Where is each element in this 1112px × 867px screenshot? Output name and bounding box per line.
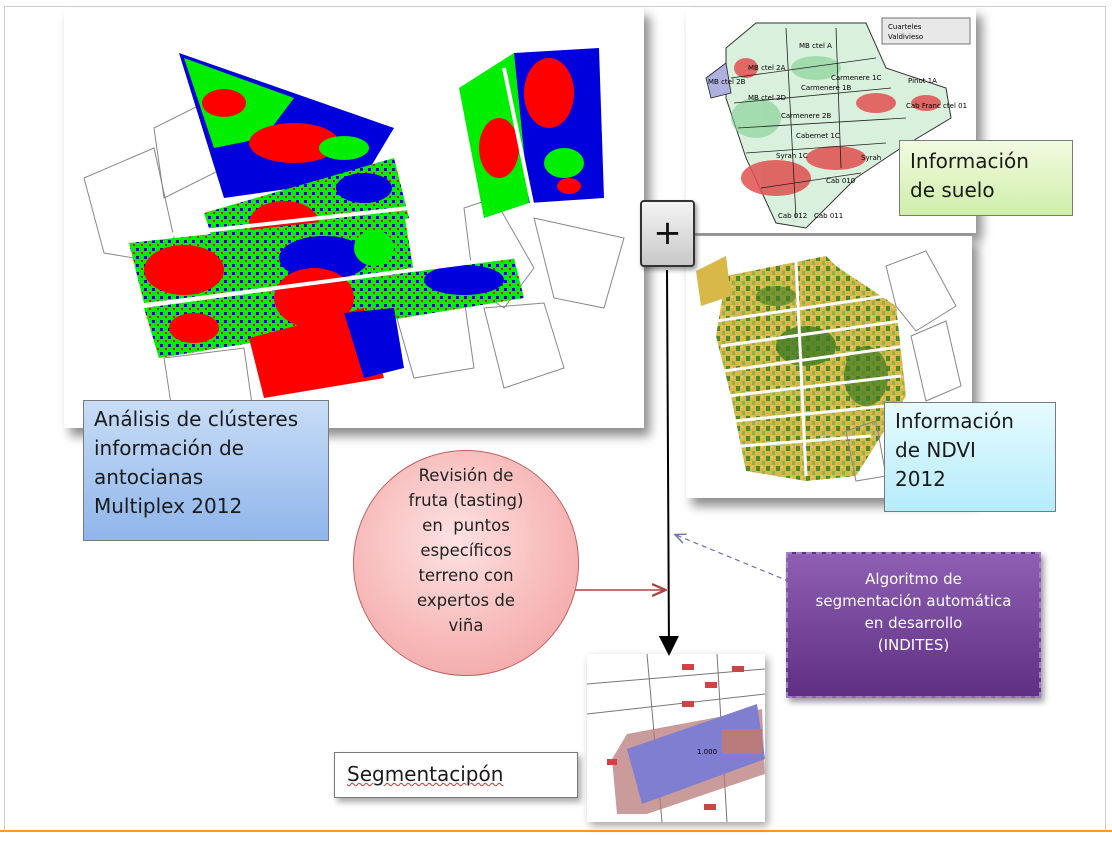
cluster-label-line: antocianas xyxy=(94,465,204,489)
soil-block-label: MB ctel A xyxy=(799,42,832,50)
soil-block-label: Cab 010 xyxy=(826,177,855,185)
soil-legend-line-2: Valdivieso xyxy=(888,33,923,41)
soil-block-label: MB ctel 2D xyxy=(748,94,786,102)
tasting-line: fruta (tasting) xyxy=(408,491,524,510)
soil-block-label: MB ctel 2A xyxy=(748,64,786,72)
segmentation-map-panel: 1.000 xyxy=(587,654,765,822)
ndvi-label-line: de NDVI xyxy=(895,438,976,462)
soil-block-label: Cab 011 xyxy=(814,212,843,220)
cluster-analysis-label: Análisis de clústeres información de ant… xyxy=(83,400,329,541)
soil-block-label: Cabernet 1C xyxy=(796,132,840,140)
segmentation-map-image: 1.000 xyxy=(587,654,765,822)
tasting-line: terreno con xyxy=(418,566,514,585)
soil-info-label: Información de suelo xyxy=(899,140,1073,216)
cluster-map-panel xyxy=(64,8,644,428)
algorithm-box: Algoritmo de segmentación automática en … xyxy=(786,552,1041,698)
segmentation-center-label: 1.000 xyxy=(697,748,717,756)
cluster-map-image xyxy=(83,48,625,424)
algorithm-arrow xyxy=(676,535,799,586)
soil-legend-line-1: Cuarteles xyxy=(888,23,922,31)
tasting-line: en puntos xyxy=(422,516,510,535)
segmentation-label: Segmentacipón xyxy=(334,752,578,798)
soil-block-label: Carmenere 2B xyxy=(781,112,832,120)
ndvi-map-image xyxy=(696,250,962,482)
soil-block-label: Syrah xyxy=(861,154,881,162)
tasting-line: específicos xyxy=(420,541,512,560)
algorithm-line: Algoritmo de xyxy=(865,570,962,588)
cluster-label-line: Multiplex 2012 xyxy=(94,494,243,518)
soil-block-label: Cab Franc ctel 01 xyxy=(906,102,967,110)
tasting-review-circle: Revisión de fruta (tasting) en puntos es… xyxy=(353,450,579,676)
tasting-line: Revisión de xyxy=(418,466,514,485)
soil-block-label: Carmenere 1C xyxy=(831,74,882,82)
algorithm-line: en desarrollo xyxy=(864,614,963,632)
tasting-line: viña xyxy=(448,616,484,635)
segmentation-text: Segmentacipón xyxy=(347,762,504,786)
soil-map-image: Cuarteles Valdivieso MB ctel A MB ctel 2… xyxy=(705,17,971,229)
soil-label-line: de suelo xyxy=(910,178,995,202)
soil-block-label: Syrah 1C xyxy=(776,152,808,160)
cluster-label-line: información de xyxy=(94,436,244,460)
ndvi-label-line: Información xyxy=(895,409,1014,433)
soil-block-label: Carmenere 1B xyxy=(801,84,852,92)
plus-icon: + xyxy=(640,200,695,267)
algorithm-line: (INDITES) xyxy=(877,636,950,654)
down-arrow xyxy=(658,269,679,656)
soil-block-label: Cab 012 xyxy=(778,212,807,220)
soil-block-label: MB ctel 2B xyxy=(708,78,746,86)
cluster-label-line: Análisis de clústeres xyxy=(94,407,299,431)
soil-block-label: Pinot 1A xyxy=(908,77,937,85)
algorithm-line: segmentación automática xyxy=(815,592,1012,610)
ndvi-info-label: Información de NDVI 2012 xyxy=(884,402,1056,512)
tasting-line: expertos de xyxy=(416,591,516,610)
bottom-accent-line xyxy=(0,830,1112,832)
soil-label-line: Información xyxy=(910,149,1029,173)
ndvi-label-line: 2012 xyxy=(895,467,946,491)
